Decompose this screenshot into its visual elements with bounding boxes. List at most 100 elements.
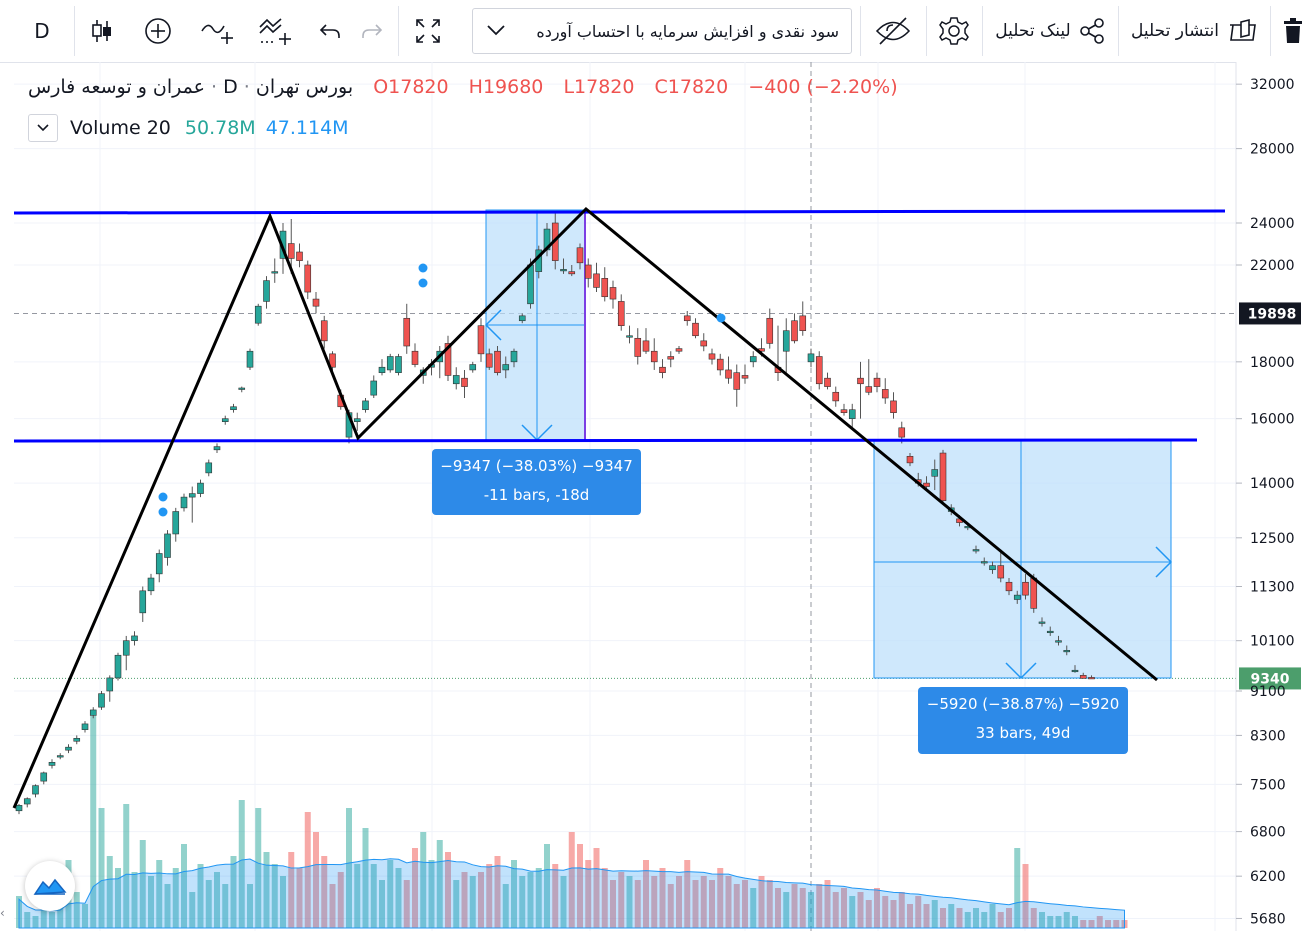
volume-bar — [1063, 912, 1070, 928]
tradingview-logo-icon[interactable] — [25, 861, 75, 911]
price-tick-label: 10100 — [1250, 634, 1295, 650]
volume-bar — [618, 872, 625, 928]
toolbar-divider — [398, 6, 399, 56]
candle-down — [881, 389, 889, 399]
candle-down — [840, 409, 848, 413]
volume-bar — [32, 916, 39, 928]
toolbar-divider — [982, 6, 983, 56]
candle-down — [716, 358, 724, 371]
legend-high: H19680 — [468, 76, 544, 98]
volume-bar — [692, 880, 699, 928]
volume-bar — [808, 892, 814, 928]
fullscreen-icon[interactable] — [406, 0, 450, 62]
share-icon — [1079, 18, 1105, 44]
volume-bar — [742, 880, 748, 928]
candle-up — [782, 330, 790, 352]
hide-eye-icon[interactable] — [868, 0, 918, 62]
share-link-button[interactable]: لینک تحلیل — [988, 0, 1112, 62]
last-price-tag — [1239, 667, 1301, 690]
volume-bar — [898, 892, 905, 928]
candle-down — [1030, 577, 1038, 609]
candle-up — [205, 462, 213, 474]
volume-bar — [230, 856, 237, 928]
signal-dot — [418, 278, 428, 288]
candle-down — [576, 247, 584, 264]
legend-exchange: بورس تهران — [255, 76, 354, 98]
measure-label-box — [918, 687, 1128, 754]
volume-bar — [775, 888, 781, 928]
candle-up — [527, 264, 534, 305]
strategy-icon[interactable] — [254, 0, 296, 62]
legend-low: L17820 — [563, 76, 635, 98]
volume-bar — [940, 908, 946, 928]
candle-up — [48, 762, 56, 766]
measure-box-1[interactable] — [484, 209, 586, 442]
zigzag-trend-lines — [12, 206, 1158, 809]
measure-box-2[interactable] — [873, 439, 1173, 680]
candle-up — [395, 356, 402, 373]
candle-up — [106, 677, 114, 692]
candle-down — [444, 343, 452, 376]
add-compare-icon[interactable] — [138, 0, 178, 62]
crosshair-price-label: 19898 — [1248, 306, 1297, 322]
volume-bar — [634, 880, 641, 928]
candle-up — [197, 482, 204, 494]
price-chart[interactable]: 32000 28000 24000 22000 19898 18000 16000 14000… — [0, 62, 1309, 931]
drawings-layer[interactable] — [12, 206, 1226, 809]
candle-up — [32, 785, 39, 795]
candles-icon[interactable] — [82, 0, 122, 62]
volume-bar — [494, 856, 501, 928]
measure-label-line2: 33 bars, 49d — [976, 724, 1071, 742]
volume-bar — [445, 852, 451, 928]
indicator-select[interactable]: سود نقدی و افزایش سرمایه با احتساب آورده — [472, 8, 852, 54]
volume-bar — [205, 880, 212, 928]
indicators-icon[interactable] — [196, 0, 238, 62]
redo-icon[interactable] — [354, 0, 390, 62]
undo-icon[interactable] — [312, 0, 348, 62]
volume-bar — [601, 868, 608, 928]
publish-button[interactable]: انتشار تحلیل — [1124, 0, 1264, 62]
trash-icon[interactable] — [1276, 0, 1309, 62]
chevron-down-icon[interactable] — [28, 114, 58, 142]
candle-down — [659, 366, 666, 373]
scroll-left-icon[interactable]: ‹ — [0, 906, 5, 920]
volume-bar — [478, 872, 484, 928]
settings-gear-icon[interactable] — [932, 0, 976, 62]
candle-up — [139, 590, 147, 614]
candle-up — [81, 723, 89, 730]
price-tick-label: 24000 — [1250, 216, 1295, 232]
volume-bar — [296, 868, 303, 928]
measure-box-area — [873, 439, 1172, 679]
volume-bar — [123, 804, 130, 928]
volume-bar — [57, 904, 64, 928]
candle-up — [263, 280, 270, 302]
price-tick-label: 9100 — [1250, 684, 1286, 700]
interval-button[interactable]: D — [16, 0, 68, 62]
price-tick-label: 28000 — [1250, 142, 1295, 158]
candle-up — [469, 364, 477, 371]
candle-up — [972, 549, 980, 552]
volume-bar — [651, 876, 658, 928]
candle-up — [931, 469, 939, 477]
candle-down — [650, 350, 658, 363]
candle-down — [741, 375, 749, 379]
candle-up — [180, 496, 188, 509]
price-tick-label: 32000 — [1250, 77, 1295, 93]
volume-bar — [1080, 920, 1087, 928]
volume-bar — [956, 908, 963, 928]
volume-bar — [717, 868, 724, 928]
candle-up — [353, 418, 361, 422]
candle-down — [320, 320, 328, 342]
volume-bar — [1030, 908, 1037, 928]
volume-bar — [832, 892, 839, 928]
candle-up — [40, 772, 48, 782]
volume-bar — [948, 904, 955, 928]
volume-legend: Volume 20 50.78M 47.114M — [28, 114, 349, 142]
volume-bar — [725, 876, 732, 928]
candle-up — [1063, 650, 1071, 653]
volume-bar — [964, 912, 971, 928]
volume-bar — [1055, 916, 1062, 928]
legend-open: O17820 — [373, 76, 449, 98]
volume-bar — [420, 832, 427, 928]
volume-pane — [16, 716, 1128, 929]
